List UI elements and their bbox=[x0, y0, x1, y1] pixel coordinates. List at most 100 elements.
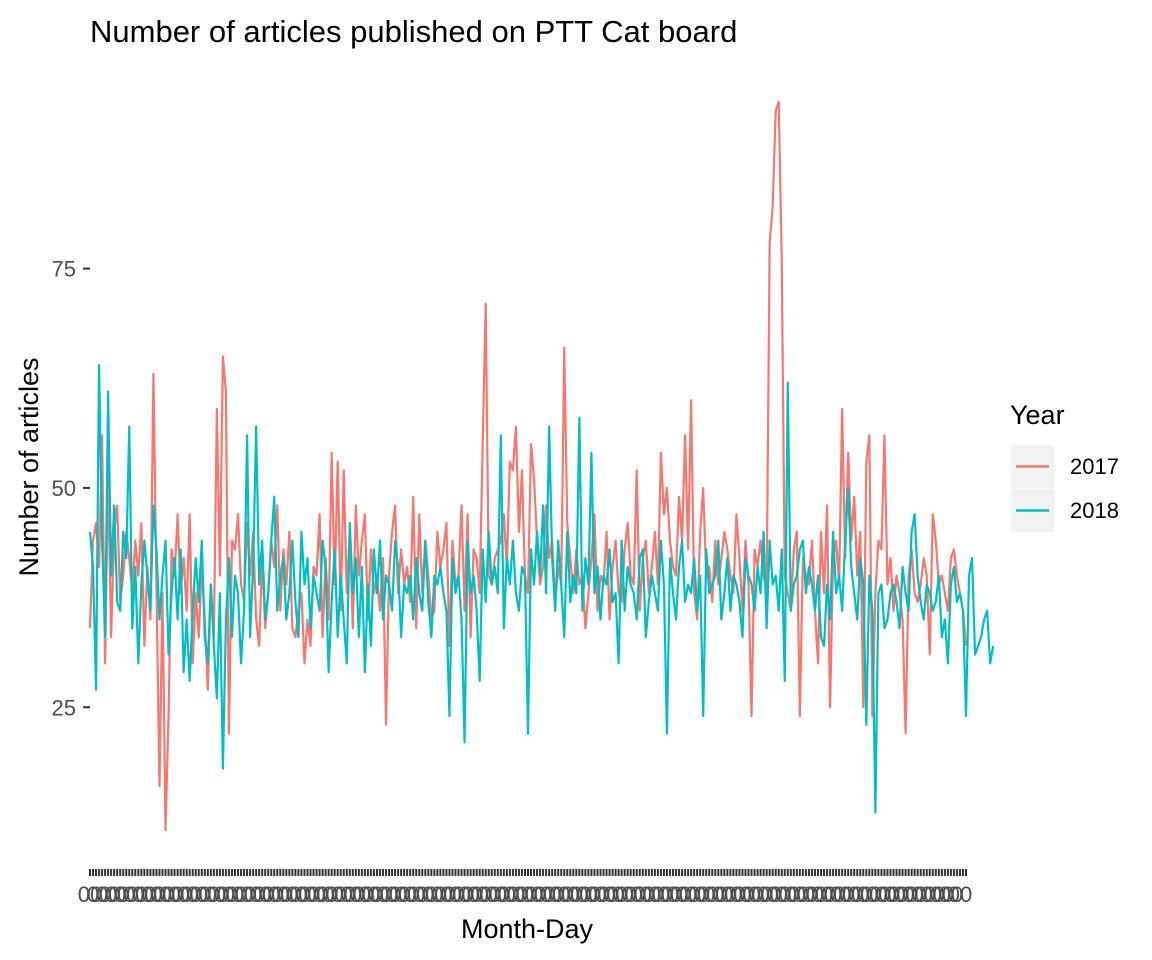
x-tick-label: 00 bbox=[232, 882, 256, 907]
series-line-2017 bbox=[88, 100, 968, 832]
x-tick-label: 00 bbox=[785, 882, 809, 907]
legend: Year 2017 2018 bbox=[1010, 400, 1119, 532]
x-tick-label: 00 bbox=[277, 882, 301, 907]
x-tick-label: 00 bbox=[96, 882, 120, 907]
x-tick-label: 00 bbox=[395, 882, 419, 907]
x-tick-label: 00 bbox=[513, 882, 537, 907]
x-tick-label: 00 bbox=[341, 882, 365, 907]
x-tick-label: 00 bbox=[685, 882, 709, 907]
x-tick-label: 00 bbox=[884, 882, 908, 907]
x-tick-label: 00 bbox=[866, 882, 890, 907]
x-tick-label: 00 bbox=[476, 882, 500, 907]
x-tick-label: 00 bbox=[486, 882, 510, 907]
legend-label: 2018 bbox=[1070, 498, 1119, 523]
x-tick-label: 00 bbox=[857, 882, 881, 907]
x-tick-label: 00 bbox=[458, 882, 482, 907]
x-tick-label: 00 bbox=[776, 882, 800, 907]
x-tick-label: 00 bbox=[612, 882, 636, 907]
x-tick-label: 00 bbox=[159, 882, 183, 907]
x-tick-label: 00 bbox=[911, 882, 935, 907]
x-tick-label: 00 bbox=[196, 882, 220, 907]
x-tick-labels: 0000000000000000000000000000000000000000… bbox=[78, 882, 972, 907]
x-tick-label: 00 bbox=[87, 882, 111, 907]
x-tick-label: 00 bbox=[757, 882, 781, 907]
x-tick-label: 00 bbox=[948, 882, 972, 907]
x-tick-label: 00 bbox=[594, 882, 618, 907]
x-tick-label: 00 bbox=[558, 882, 582, 907]
y-axis: 25 50 75 bbox=[52, 257, 90, 720]
x-tick-label: 00 bbox=[721, 882, 745, 907]
x-tick-label: 00 bbox=[313, 882, 337, 907]
x-tick-label: 00 bbox=[531, 882, 555, 907]
x-tick-label: 00 bbox=[177, 882, 201, 907]
x-tick-label: 00 bbox=[268, 882, 292, 907]
x-tick-label: 00 bbox=[576, 882, 600, 907]
x-tick-label: 00 bbox=[304, 882, 328, 907]
x-axis: 0000000000000000000000000000000000000000… bbox=[78, 869, 972, 907]
x-tick-label: 00 bbox=[821, 882, 845, 907]
y-axis-title: Number of articles bbox=[14, 357, 44, 576]
x-tick-label: 00 bbox=[105, 882, 129, 907]
x-tick-label: 00 bbox=[467, 882, 491, 907]
x-tick-label: 00 bbox=[187, 882, 211, 907]
x-tick-label: 00 bbox=[123, 882, 147, 907]
legend-items: 2017 2018 bbox=[1011, 445, 1119, 532]
x-tick-label: 00 bbox=[449, 882, 473, 907]
x-tick-label: 00 bbox=[812, 882, 836, 907]
x-tick-label: 00 bbox=[694, 882, 718, 907]
chart-title: Number of articles published on PTT Cat … bbox=[90, 14, 737, 49]
x-tick-label: 00 bbox=[631, 882, 655, 907]
x-tick-label: 00 bbox=[368, 882, 392, 907]
x-tick-label: 00 bbox=[522, 882, 546, 907]
x-tick-label: 00 bbox=[585, 882, 609, 907]
x-tick-label: 00 bbox=[676, 882, 700, 907]
series-layer bbox=[88, 100, 995, 832]
x-tick-label: 00 bbox=[114, 882, 138, 907]
x-tick-label: 00 bbox=[141, 882, 165, 907]
x-tick-label: 00 bbox=[603, 882, 627, 907]
x-tick-label: 00 bbox=[902, 882, 926, 907]
x-tick-label: 00 bbox=[78, 882, 102, 907]
x-tick-label: 00 bbox=[413, 882, 437, 907]
x-tick-label: 00 bbox=[440, 882, 464, 907]
x-tick-label: 00 bbox=[766, 882, 790, 907]
x-tick-label: 00 bbox=[214, 882, 238, 907]
x-tick-label: 00 bbox=[241, 882, 265, 907]
x-tick-label: 00 bbox=[205, 882, 229, 907]
x-tick-label: 00 bbox=[794, 882, 818, 907]
x-tick-label: 00 bbox=[658, 882, 682, 907]
x-tick-label: 00 bbox=[893, 882, 917, 907]
x-tick-label: 00 bbox=[286, 882, 310, 907]
x-tick-label: 00 bbox=[939, 882, 963, 907]
x-tick-label: 00 bbox=[830, 882, 854, 907]
x-tick-label: 00 bbox=[386, 882, 410, 907]
x-tick-label: 00 bbox=[168, 882, 192, 907]
x-tick-label: 00 bbox=[649, 882, 673, 907]
x-tick-label: 00 bbox=[930, 882, 954, 907]
x-tick-label: 00 bbox=[431, 882, 455, 907]
x-tick-label: 00 bbox=[921, 882, 945, 907]
x-tick-label: 00 bbox=[848, 882, 872, 907]
y-tick-label: 75 bbox=[52, 257, 76, 282]
x-tick-label: 00 bbox=[404, 882, 428, 907]
x-tick-label: 00 bbox=[223, 882, 247, 907]
y-tick-label: 50 bbox=[52, 476, 76, 501]
legend-item-2018: 2018 bbox=[1011, 489, 1119, 532]
y-tick-label: 25 bbox=[52, 695, 76, 720]
x-tick-label: 00 bbox=[150, 882, 174, 907]
x-tick-label: 00 bbox=[331, 882, 355, 907]
x-tick-label: 00 bbox=[748, 882, 772, 907]
legend-item-2017: 2017 bbox=[1011, 445, 1119, 488]
x-tick-label: 00 bbox=[667, 882, 691, 907]
x-tick-label: 00 bbox=[504, 882, 528, 907]
x-tick-label: 00 bbox=[422, 882, 446, 907]
x-axis-title: Month-Day bbox=[461, 914, 594, 944]
legend-label: 2017 bbox=[1070, 454, 1119, 479]
x-tick-label: 00 bbox=[712, 882, 736, 907]
x-tick-label: 00 bbox=[295, 882, 319, 907]
x-tick-label: 00 bbox=[875, 882, 899, 907]
x-tick-label: 00 bbox=[250, 882, 274, 907]
x-tick-label: 00 bbox=[549, 882, 573, 907]
x-tick-label: 00 bbox=[322, 882, 346, 907]
x-tick-label: 00 bbox=[803, 882, 827, 907]
